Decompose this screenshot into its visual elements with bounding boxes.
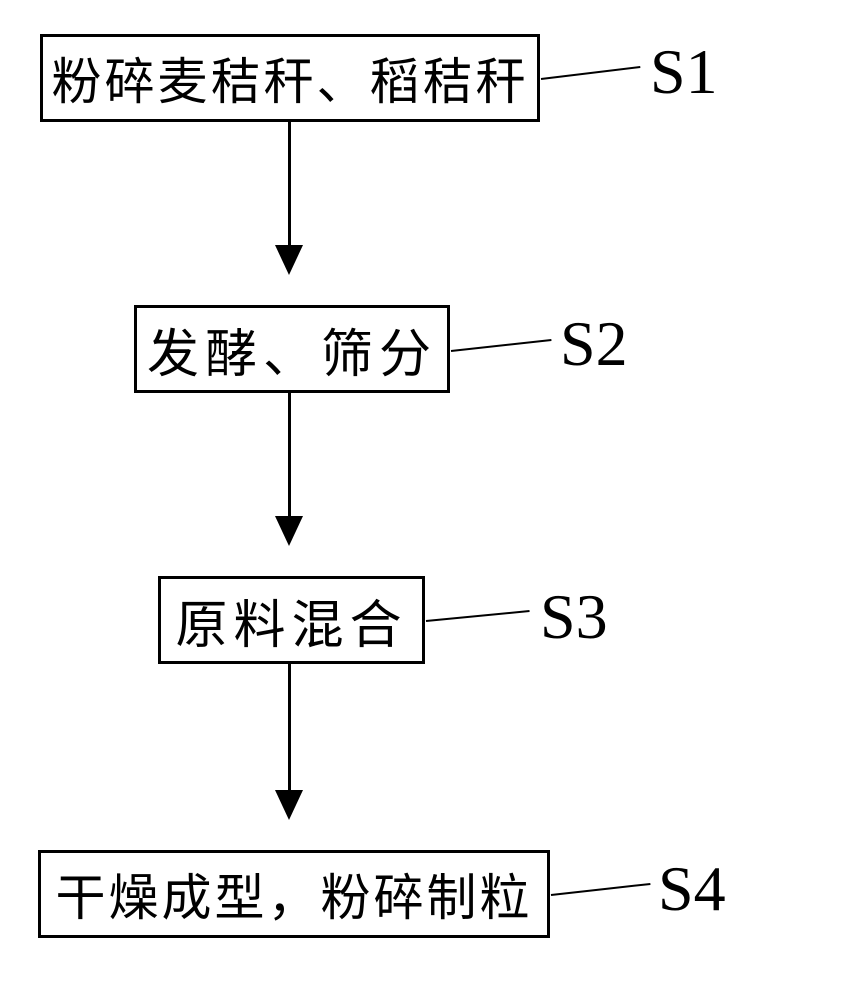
flow-node-text: 粉碎麦秸秆、稻秸秆 — [52, 42, 529, 114]
flow-step-label-s1: S1 — [650, 35, 718, 109]
flow-node-s3: 原料混合 — [158, 576, 425, 664]
flow-node-text: 干燥成型，粉碎制粒 — [56, 858, 533, 930]
flow-step-label-text: S4 — [658, 853, 726, 924]
flow-node-text: 发酵、筛分 — [147, 312, 437, 387]
flow-connector-s4 — [551, 883, 650, 896]
flow-step-label-s4: S4 — [658, 852, 726, 926]
flow-step-label-s2: S2 — [560, 307, 628, 381]
flow-step-label-text: S3 — [540, 581, 608, 652]
flow-arrow-head-1 — [275, 516, 303, 546]
flow-node-s2: 发酵、筛分 — [134, 305, 450, 393]
flowchart-canvas: 粉碎麦秸秆、稻秸秆 S1 发酵、筛分 S2 原料混合 S3 干燥成型，粉碎制粒 S4 — [0, 0, 845, 1000]
flow-node-s1: 粉碎麦秸秆、稻秸秆 — [40, 34, 540, 122]
flow-arrow-head-0 — [275, 245, 303, 275]
flow-node-text: 原料混合 — [175, 583, 407, 658]
flow-connector-s3 — [426, 610, 530, 622]
flow-connector-s2 — [451, 339, 551, 352]
flow-arrow-head-2 — [275, 790, 303, 820]
flow-step-label-s3: S3 — [540, 580, 608, 654]
flow-node-s4: 干燥成型，粉碎制粒 — [38, 850, 550, 938]
flow-step-label-text: S2 — [560, 308, 628, 379]
flow-step-label-text: S1 — [650, 36, 718, 107]
flow-connector-s1 — [541, 66, 640, 80]
flow-arrow-shaft-0 — [288, 122, 291, 245]
flow-arrow-shaft-2 — [288, 664, 291, 790]
flow-arrow-shaft-1 — [288, 393, 291, 516]
